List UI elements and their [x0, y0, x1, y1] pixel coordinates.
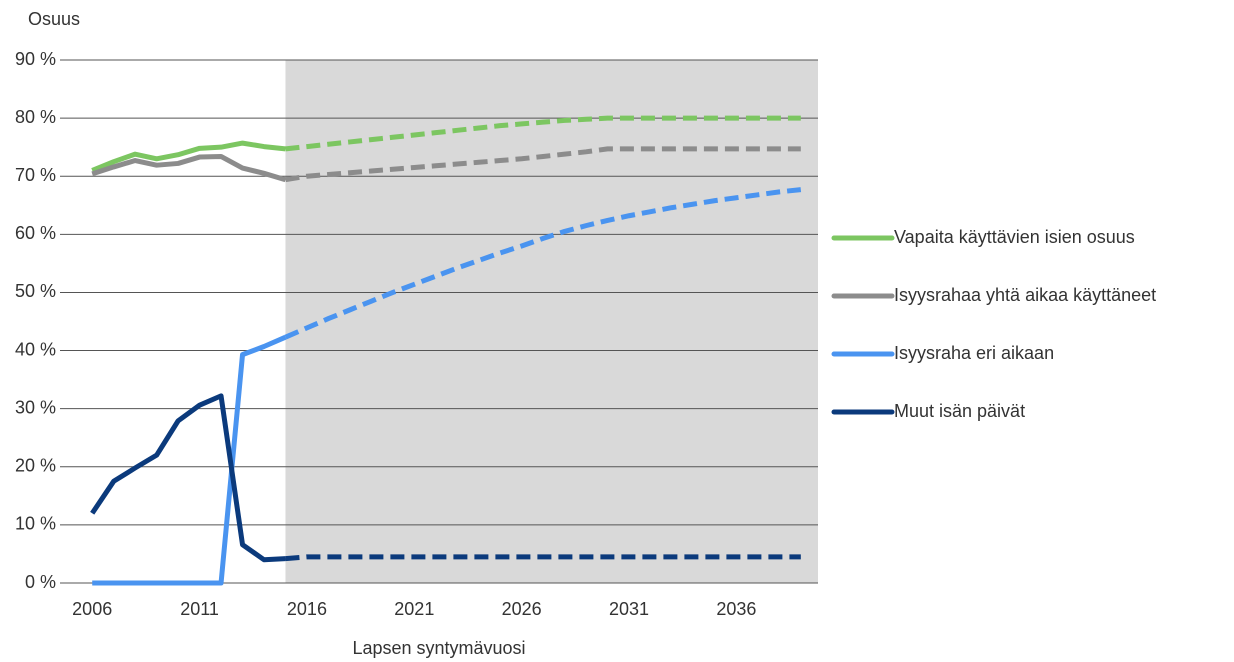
legend-label: Isyysrahaa yhtä aikaa käyttäneet	[894, 285, 1156, 305]
y-axis-label: Osuus	[28, 9, 80, 29]
y-tick-label: 70 %	[15, 165, 56, 185]
forecast-line	[285, 146, 801, 183]
y-tick-label: 90 %	[15, 49, 56, 69]
forecast-area	[285, 60, 818, 583]
x-tick-label: 2036	[716, 599, 756, 619]
x-tick-label: 2021	[394, 599, 434, 619]
y-tick-label: 10 %	[15, 514, 56, 534]
forecast-line	[285, 554, 801, 562]
line	[91, 140, 286, 173]
y-tick-label: 50 %	[15, 281, 56, 301]
legend-label: Muut isän päivät	[894, 401, 1025, 421]
line	[92, 334, 287, 586]
x-tick-label: 2031	[609, 599, 649, 619]
x-tick-label: 2026	[502, 599, 542, 619]
legend-label: Isyysraha eri aikaan	[894, 343, 1054, 363]
y-tick-label: 80 %	[15, 107, 56, 127]
y-tick-label: 0 %	[25, 572, 56, 592]
y-tick-label: 60 %	[15, 223, 56, 243]
y-tick-label: 40 %	[15, 339, 56, 359]
forecast-line	[284, 187, 802, 340]
line	[90, 393, 286, 563]
legend-label: Vapaita käyttävien isien osuus	[894, 227, 1135, 247]
x-axis-label: Lapsen syntymävuosi	[352, 638, 525, 658]
forecast-line	[285, 115, 801, 152]
x-tick-label: 2011	[180, 599, 219, 619]
y-tick-label: 20 %	[15, 456, 56, 476]
x-tick-label: 2016	[287, 599, 327, 619]
y-tick-label: 30 %	[15, 397, 56, 417]
line	[91, 153, 287, 183]
x-tick-label: 2006	[72, 599, 112, 619]
